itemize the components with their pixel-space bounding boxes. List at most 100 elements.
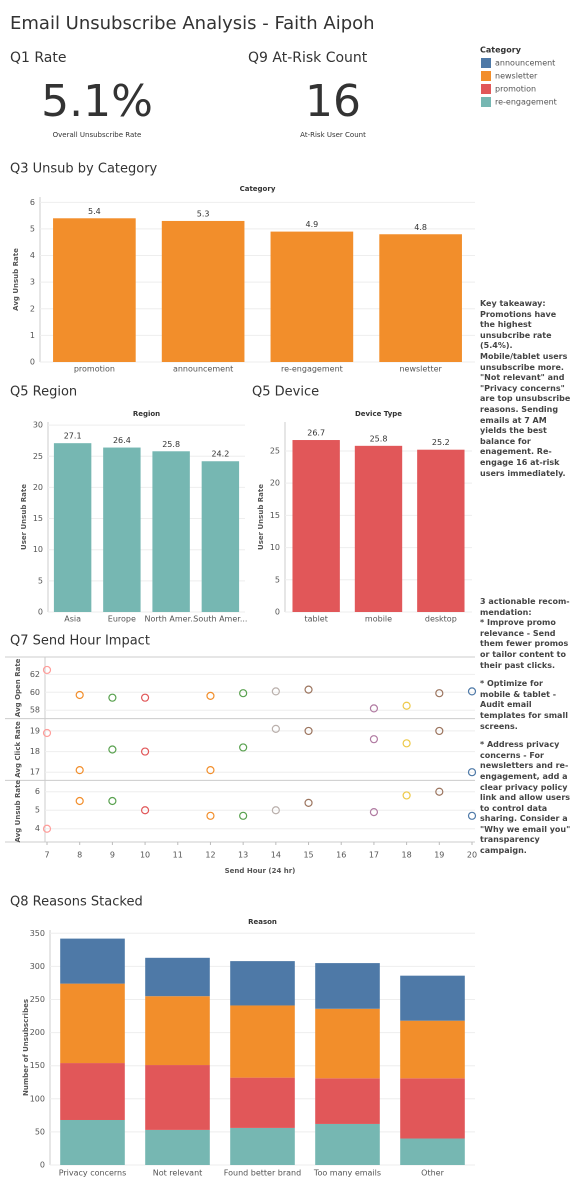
y-tick-label: 5 <box>38 576 43 585</box>
point <box>304 726 313 736</box>
point <box>206 691 215 700</box>
point <box>369 735 379 744</box>
bar-segment <box>400 1138 465 1165</box>
x-tick-label: Too many emails <box>313 1169 381 1178</box>
x-tick-label: Other <box>421 1169 444 1178</box>
x-tick-label: 19 <box>434 851 444 860</box>
y-axis-label: User Unsub Rate <box>257 484 265 550</box>
bar <box>201 461 240 612</box>
y-tick-label: 60 <box>30 688 40 697</box>
value-label: 4.8 <box>414 223 427 232</box>
x-tick-label: 9 <box>110 851 115 860</box>
x-tick-label: announcement <box>173 365 233 374</box>
bar <box>53 443 92 612</box>
x-tick-label: Privacy concerns <box>59 1169 127 1178</box>
y-tick-label: 300 <box>30 962 45 971</box>
bar <box>103 447 141 612</box>
point <box>75 796 84 806</box>
point <box>239 811 248 820</box>
y-tick-label: 3 <box>30 278 35 287</box>
x-tick-label: 18 <box>402 851 412 860</box>
bar-segment <box>60 1063 125 1120</box>
x-tick-label: re-engagement <box>281 365 343 374</box>
point <box>140 806 150 815</box>
bar-segment <box>145 996 210 1066</box>
takeaway-note: Key takeaway: Promotions have the highes… <box>480 299 572 479</box>
y-tick-label: 150 <box>30 1061 45 1070</box>
y-tick-label: 19 <box>30 726 40 735</box>
y-tick-label: 4 <box>35 824 40 833</box>
y-tick-label: 2 <box>30 304 35 313</box>
y-axis-label: Avg Open Rate <box>14 658 22 717</box>
bar <box>152 451 190 612</box>
legend-swatch <box>481 71 491 81</box>
chart-title: Q8 Reasons Stacked <box>10 895 143 910</box>
y-tick-label: 62 <box>30 670 40 679</box>
y-tick-label: 1 <box>30 331 35 340</box>
value-label: 26.4 <box>113 436 131 445</box>
y-tick-label: 0 <box>40 1161 45 1170</box>
x-tick-label: 8 <box>77 851 82 860</box>
y-tick-label: 0 <box>30 358 35 367</box>
x-tick-label: 17 <box>369 851 379 860</box>
kpi-label: At-Risk User Count <box>300 131 366 139</box>
value-label: 25.2 <box>432 438 450 447</box>
y-tick-label: 58 <box>30 706 40 715</box>
point <box>75 690 84 700</box>
y-tick-label: 6 <box>30 198 35 207</box>
bar-segment <box>60 938 125 984</box>
bar-segment <box>145 1129 210 1165</box>
point <box>304 798 313 807</box>
y-axis-label: Avg Unsub Rate <box>12 248 20 311</box>
y-tick-label: 350 <box>30 929 45 938</box>
point <box>108 796 117 806</box>
point <box>435 689 444 698</box>
point <box>271 724 280 733</box>
bar-segment <box>400 1078 465 1139</box>
bar-segment <box>400 1020 465 1079</box>
y-tick-label: 17 <box>30 768 40 777</box>
bar <box>161 220 245 362</box>
y-tick-label: 5 <box>30 224 35 233</box>
bar-segment <box>230 1077 295 1128</box>
y-tick-label: 6 <box>35 787 40 796</box>
point <box>239 689 248 698</box>
y-tick-label: 20 <box>33 483 43 492</box>
y-tick-label: 0 <box>38 608 43 617</box>
point <box>108 693 117 702</box>
point <box>140 693 150 702</box>
value-label: 25.8 <box>370 434 388 443</box>
y-tick-label: 200 <box>30 1028 45 1037</box>
bar <box>53 218 136 362</box>
value-label: 25.8 <box>162 440 180 449</box>
point <box>402 739 411 748</box>
note-text: Promotions have the highest unsubcribe r… <box>480 309 571 478</box>
x-tick-label: tablet <box>304 615 327 624</box>
point <box>42 728 52 738</box>
y-tick-label: 25 <box>270 446 280 455</box>
dashboard-title: Email Unsubscribe Analysis - Faith Aipoh <box>10 13 375 34</box>
point <box>108 745 117 754</box>
bar-segment <box>60 1119 125 1165</box>
x-axis-label: Send Hour (24 hr) <box>225 867 296 875</box>
kpi-label: Overall Unsubscribe Rate <box>53 131 142 139</box>
y-tick-label: 50 <box>35 1127 45 1136</box>
x-tick-label: Found better brand <box>224 1169 301 1178</box>
bar-segment <box>230 1005 295 1078</box>
value-label: 5.3 <box>197 209 210 218</box>
point <box>467 811 477 820</box>
point <box>304 685 313 694</box>
kpi-heading: Q9 At-Risk Count <box>248 50 368 66</box>
x-tick-label: Europe <box>108 615 136 624</box>
bar <box>270 231 354 362</box>
bar-segment <box>60 983 125 1064</box>
bar-segment <box>315 1008 380 1079</box>
bar-segment <box>315 963 380 1009</box>
bar <box>354 445 403 612</box>
kpi-heading: Q1 Rate <box>10 50 66 66</box>
legend-swatch <box>481 84 491 94</box>
legend-swatch <box>481 97 491 107</box>
point <box>467 687 477 696</box>
